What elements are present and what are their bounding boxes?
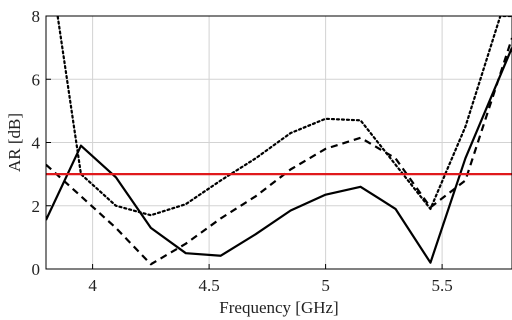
x-tick-label: 5.5 (431, 276, 452, 295)
x-axis-label: Frequency [GHz] (219, 298, 338, 317)
x-tick-label: 4 (88, 276, 97, 295)
dashed-series-line (46, 37, 512, 266)
y-tick-label: 6 (32, 70, 41, 89)
dotted-series-line (56, 16, 512, 217)
series-layer (46, 16, 512, 266)
y-tick-label: 8 (32, 7, 41, 26)
y-tick-label: 0 (32, 260, 41, 279)
y-tick-label: 2 (32, 197, 41, 216)
tick-layer: 4 4.5 5 5.5 0 2 4 6 8 (32, 7, 453, 295)
solid-series-line (46, 47, 512, 264)
y-axis-label: AR [dB] (5, 113, 24, 172)
x-tick-label: 5 (321, 276, 330, 295)
y-tick-label: 4 (32, 134, 41, 153)
x-tick-label: 4.5 (198, 276, 219, 295)
